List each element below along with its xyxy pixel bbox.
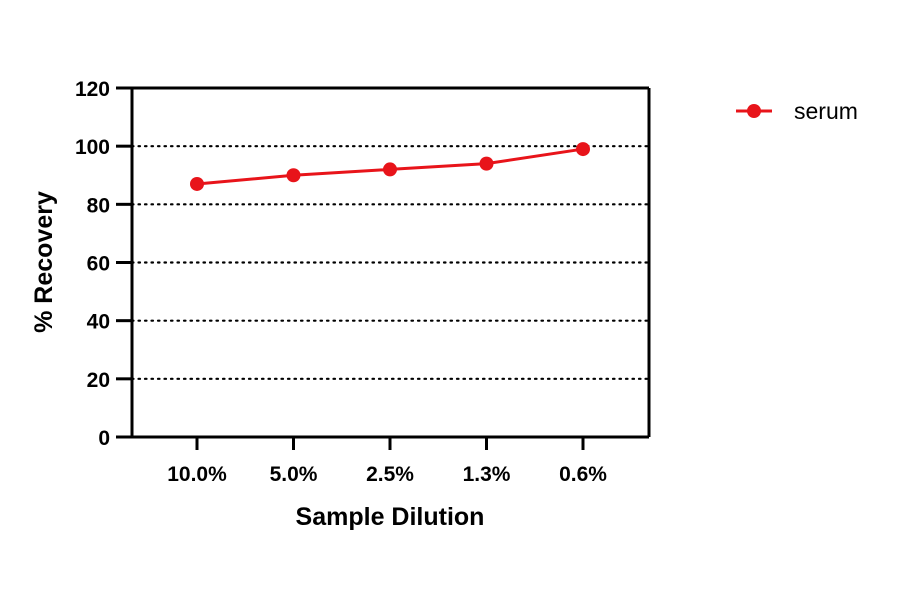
legend-marker	[747, 104, 761, 118]
y-axis-title: % Recovery	[30, 191, 58, 333]
legend: serum	[736, 98, 858, 124]
data-point	[479, 156, 494, 171]
y-tick-label: 20	[87, 369, 110, 392]
y-tick-label: 40	[87, 311, 110, 334]
data-point	[576, 142, 590, 157]
data-point	[286, 168, 301, 183]
gridlines	[130, 145, 651, 380]
data-point	[190, 176, 204, 191]
x-ticks: 10.0% 5.0% 2.5% 1.3% 0.6%	[167, 437, 607, 486]
x-axis-title: Sample Dilution	[296, 503, 485, 531]
y-ticks: 0 20 40 60 80 100 120	[75, 78, 132, 450]
series	[190, 142, 590, 191]
legend-label-serum: serum	[794, 98, 858, 124]
y-tick-label: 100	[75, 136, 110, 159]
y-tick-label: 60	[87, 253, 110, 276]
data-point	[383, 162, 397, 177]
x-tick-label: 0.6%	[559, 463, 607, 486]
x-tick-label: 1.3%	[463, 463, 511, 486]
x-tick-label: 5.0%	[270, 463, 318, 486]
x-tick-label: 10.0%	[167, 463, 227, 486]
y-tick-label: 80	[87, 194, 110, 217]
x-tick-label: 2.5%	[366, 463, 414, 486]
y-tick-label: 120	[75, 78, 110, 101]
y-tick-label: 0	[98, 427, 110, 450]
